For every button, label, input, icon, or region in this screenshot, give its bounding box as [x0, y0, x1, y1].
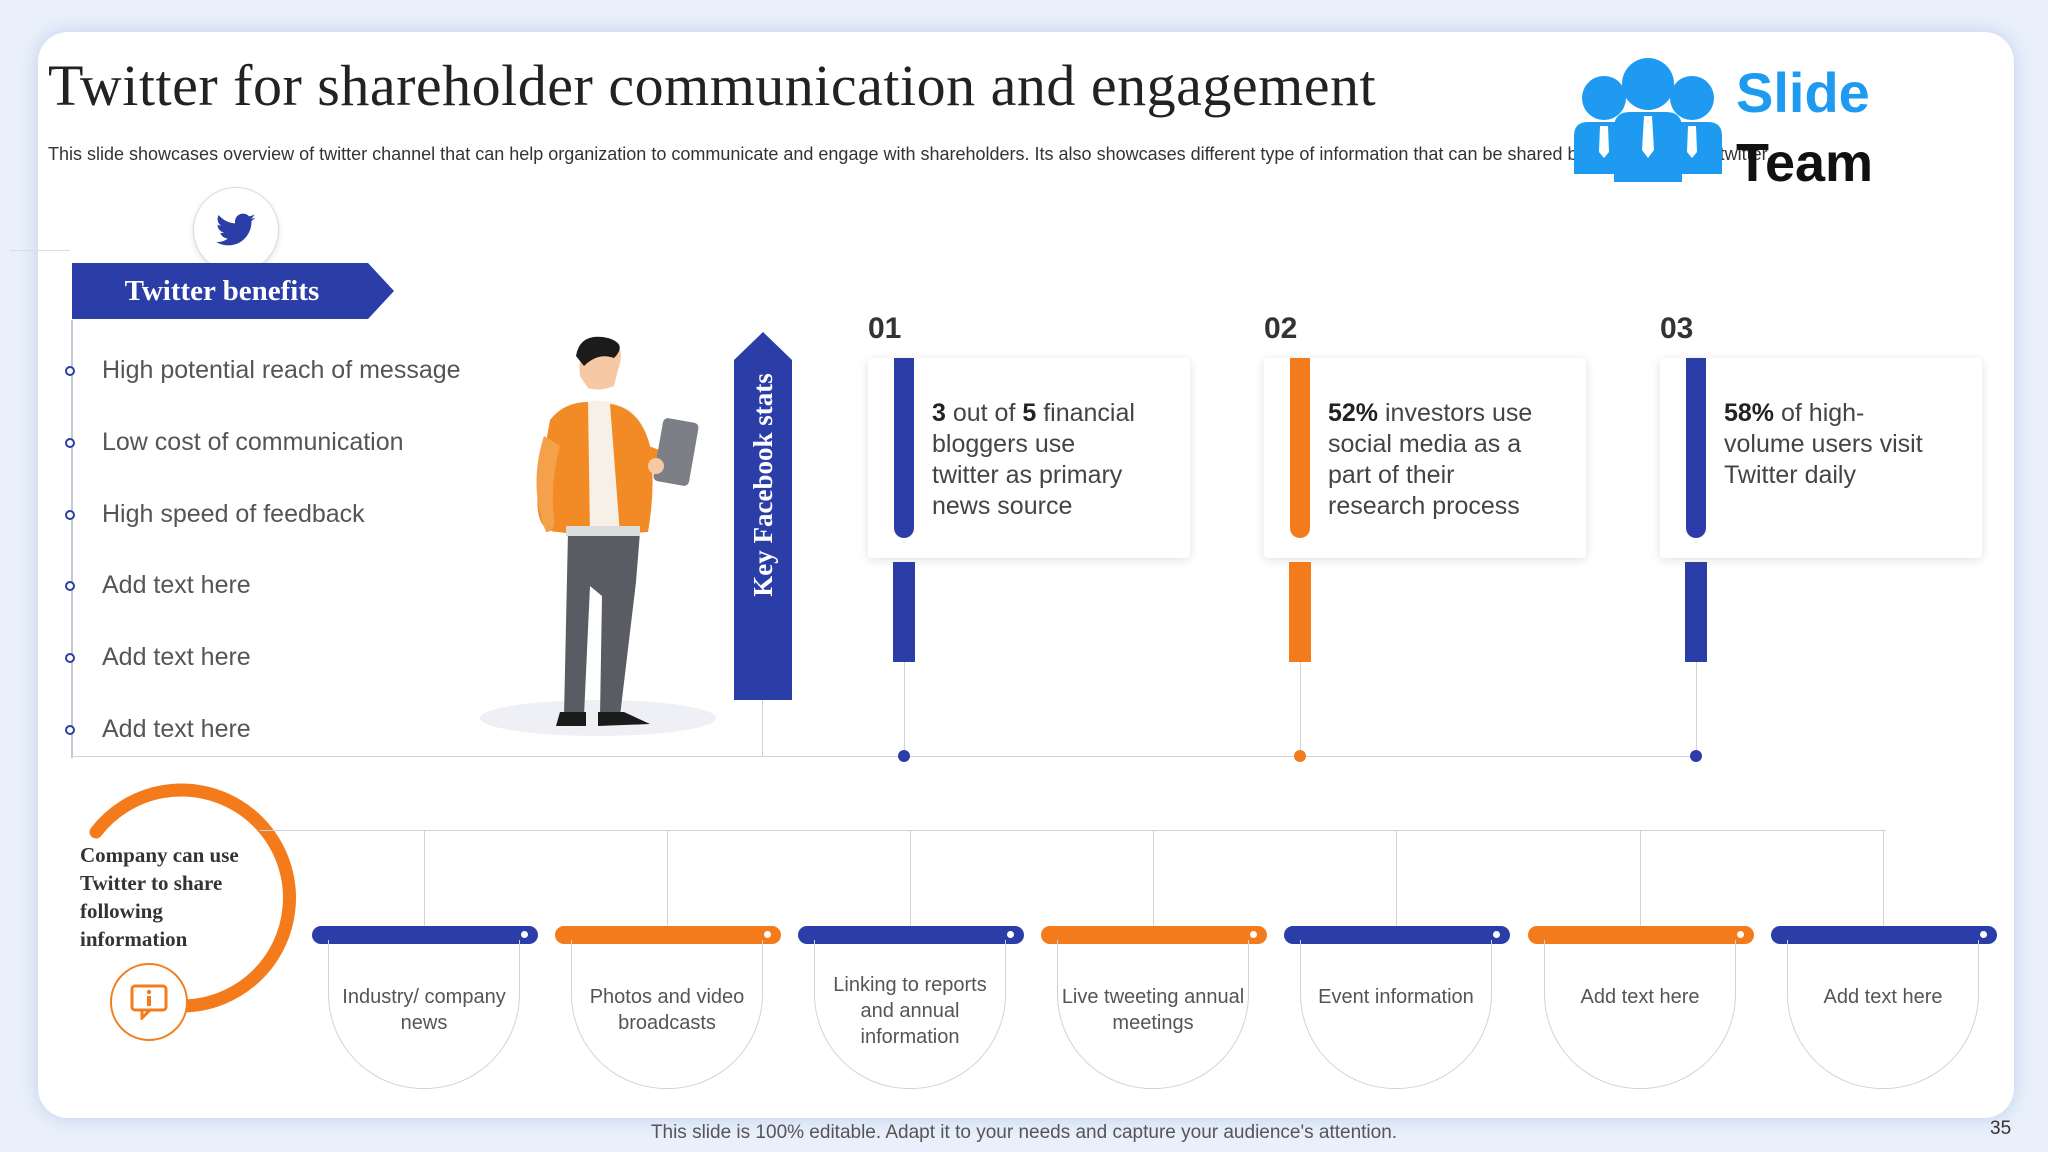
stat-highlight: 5	[1022, 399, 1037, 427]
benefit-item: Add text here	[102, 715, 251, 743]
share-pill	[312, 926, 538, 944]
stat-text: 58% of high-volume users visit Twitter d…	[1724, 398, 1939, 491]
pill-dot	[1737, 931, 1744, 938]
share-pill	[1771, 926, 1997, 944]
benefit-item: High potential reach of message	[102, 356, 461, 384]
stat-card	[1660, 358, 1982, 558]
stat-card	[1264, 358, 1586, 558]
share-item-label: Add text here	[1823, 986, 1943, 1008]
benefit-bullet-icon	[65, 506, 75, 524]
info-message-icon	[130, 984, 168, 1020]
stat-dot	[1294, 750, 1306, 762]
share-connector	[1883, 830, 1884, 926]
share-pill	[1041, 926, 1267, 944]
share-pill	[798, 926, 1024, 944]
benefits-heading: Twitter benefits	[124, 275, 320, 307]
page-number: 35	[1990, 1118, 2012, 1139]
share-connector	[667, 830, 668, 926]
benefit-bullet-icon	[65, 649, 75, 667]
orange-arc	[89, 783, 296, 1013]
stat-number: 02	[1264, 312, 1298, 345]
stat-text-part: financial bloggers use twitter as primar…	[932, 399, 1135, 520]
share-item-label: Add text here	[1580, 986, 1700, 1008]
stat-highlight: 3	[932, 399, 946, 427]
benefit-bullet-icon	[65, 577, 75, 595]
stat-highlight: 58%	[1724, 399, 1775, 427]
info-badge	[110, 963, 188, 1041]
share-pill	[555, 926, 781, 944]
pill-dot	[764, 931, 771, 938]
key-stats-heading: Key Facebook stats	[748, 373, 778, 597]
slide-subtitle: This slide showcases overview of twitter…	[48, 144, 1772, 164]
logo-text-team: Team	[1736, 133, 1874, 193]
stat-text-part: of high-volume users visit Twitter daily	[1724, 399, 1923, 489]
stat-accent-bar	[1290, 358, 1310, 538]
stat-accent-bar	[1289, 562, 1311, 662]
stat-text-part: out of	[945, 399, 1023, 427]
divider	[10, 250, 70, 251]
benefit-bullet-icon	[65, 362, 75, 380]
benefits-banner: Twitter benefits	[72, 263, 394, 319]
pill-dot	[1980, 931, 1987, 938]
stat-accent-bar	[1685, 562, 1707, 662]
slide-title: Twitter for shareholder communication an…	[48, 53, 1377, 118]
benefit-item: Add text here	[102, 571, 251, 599]
share-connector	[1396, 830, 1397, 926]
pill-dot	[1250, 931, 1257, 938]
stat-number: 03	[1660, 312, 1694, 345]
benefit-bullet-icon	[65, 434, 75, 452]
stat-dot	[898, 750, 910, 762]
share-info-label: Company can use Twitter to share followi…	[80, 843, 239, 951]
stat-connector	[1696, 662, 1697, 756]
twitter-bird-icon	[216, 213, 256, 246]
benefit-bullet-icon	[65, 721, 75, 739]
businessman-illustration	[480, 336, 716, 736]
stat-card	[868, 358, 1190, 558]
stat-connector	[1300, 662, 1301, 756]
twitter-bird-badge	[193, 187, 279, 273]
stat-accent-bar	[893, 562, 915, 662]
share-item-label: Linking to reports and annual informatio…	[833, 974, 987, 1048]
share-item-label: Photos and video broadcasts	[589, 986, 745, 1034]
share-connector	[424, 830, 425, 926]
share-pill	[1528, 926, 1754, 944]
pill-dot	[1007, 931, 1014, 938]
share-item-label: Event information	[1318, 986, 1474, 1008]
share-item-label: Live tweeting annual meetings	[1061, 986, 1245, 1034]
stat-text: 3 out of 5 financial bloggers use twitte…	[932, 398, 1147, 522]
benefit-item: High speed of feedback	[102, 500, 365, 528]
stat-text: 52% investors use social media as a part…	[1328, 398, 1543, 522]
slideteam-logo: Slide Team	[1568, 54, 1908, 193]
stat-accent-bar	[1686, 358, 1706, 538]
pill-dot	[521, 931, 528, 938]
stat-text-part: investors use social media as a part of …	[1328, 399, 1533, 520]
share-connector	[1153, 830, 1154, 926]
logo-text-slide: Slide	[1736, 61, 1870, 124]
stat-highlight: 52%	[1328, 399, 1379, 427]
footer-note: This slide is 100% editable. Adapt it to…	[650, 1122, 1398, 1143]
stat-accent-bar	[894, 358, 914, 538]
benefit-item: Low cost of communication	[102, 428, 404, 456]
baseline	[72, 756, 1699, 757]
slideteam-logo-icon	[1574, 58, 1722, 182]
stat-connector	[904, 662, 905, 756]
connector-line	[762, 700, 763, 757]
key-stats-banner	[734, 332, 792, 700]
stat-number: 01	[868, 312, 902, 345]
benefit-item: Add text here	[102, 643, 251, 671]
share-connector	[1640, 830, 1641, 926]
pill-dot	[1493, 931, 1500, 938]
share-connector	[910, 830, 911, 926]
benefits-timeline	[71, 320, 73, 758]
share-connector-line	[260, 830, 1886, 831]
share-pill	[1284, 926, 1510, 944]
share-item-label: Industry/ company news	[342, 986, 506, 1034]
stat-dot	[1690, 750, 1702, 762]
